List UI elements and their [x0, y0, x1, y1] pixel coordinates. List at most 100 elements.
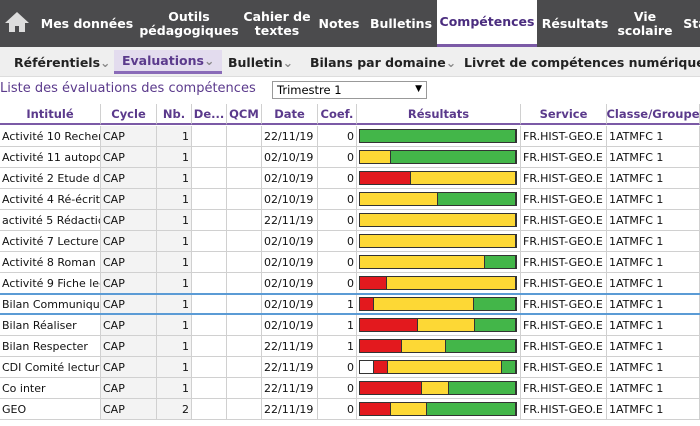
cell-title[interactable]: Activité 11 autopor [0, 147, 101, 168]
cell-empty[interactable] [227, 189, 262, 210]
cell-results[interactable] [357, 273, 521, 294]
cell-class[interactable]: 1ATMFC 1 [607, 399, 700, 420]
cell-empty[interactable] [227, 357, 262, 378]
cell-service[interactable]: FR.HIST-GEO.E [521, 126, 607, 147]
cell-date[interactable]: 22/11/19 [262, 210, 318, 231]
nav-item[interactable]: Compétences [437, 0, 537, 47]
cell-class[interactable]: 1ATMFC 1 [607, 294, 700, 315]
cell-date[interactable]: 22/11/19 [262, 126, 318, 147]
cell-nb[interactable]: 1 [157, 294, 192, 315]
cell-title[interactable]: Bilan Réaliser [0, 315, 101, 336]
cell-title[interactable]: Activité 4 Ré-écritu [0, 189, 101, 210]
cell-date[interactable]: 02/10/19 [262, 315, 318, 336]
cell-empty[interactable] [192, 315, 227, 336]
cell-coef[interactable]: 0 [318, 126, 357, 147]
cell-class[interactable]: 1ATMFC 1 [607, 273, 700, 294]
cell-nb[interactable]: 1 [157, 378, 192, 399]
cell-cycle[interactable]: CAP [101, 147, 157, 168]
cell-title[interactable]: Bilan Communiqu [0, 294, 101, 315]
cell-results[interactable] [357, 168, 521, 189]
cell-title[interactable]: Activité 8 Roman p [0, 252, 101, 273]
cell-service[interactable]: FR.HIST-GEO.E [521, 378, 607, 399]
subnav-item[interactable]: Référentiels ⌄ [6, 50, 119, 74]
subnav-item[interactable]: Bulletin ⌄ [220, 50, 301, 74]
cell-empty[interactable] [227, 294, 262, 315]
column-header[interactable]: QCM [227, 104, 262, 125]
cell-empty[interactable] [227, 210, 262, 231]
cell-empty[interactable] [192, 210, 227, 231]
cell-cycle[interactable]: CAP [101, 336, 157, 357]
cell-empty[interactable] [192, 252, 227, 273]
nav-item[interactable]: Vie scolaire [617, 8, 673, 38]
cell-date[interactable]: 22/11/19 [262, 378, 318, 399]
cell-cycle[interactable]: CAP [101, 231, 157, 252]
cell-coef[interactable]: 1 [318, 336, 357, 357]
cell-empty[interactable] [192, 147, 227, 168]
cell-service[interactable]: FR.HIST-GEO.E [521, 336, 607, 357]
cell-empty[interactable] [192, 126, 227, 147]
cell-title[interactable]: CDI Comité lectur [0, 357, 101, 378]
column-header[interactable]: Coef. [318, 104, 357, 125]
cell-cycle[interactable]: CAP [101, 399, 157, 420]
cell-class[interactable]: 1ATMFC 1 [607, 231, 700, 252]
cell-empty[interactable] [227, 315, 262, 336]
cell-empty[interactable] [227, 378, 262, 399]
cell-class[interactable]: 1ATMFC 1 [607, 147, 700, 168]
cell-coef[interactable]: 0 [318, 252, 357, 273]
column-header[interactable]: Intitulé [0, 104, 101, 125]
cell-class[interactable]: 1ATMFC 1 [607, 168, 700, 189]
cell-results[interactable] [357, 399, 521, 420]
cell-class[interactable]: 1ATMFC 1 [607, 357, 700, 378]
cell-cycle[interactable]: CAP [101, 252, 157, 273]
cell-date[interactable]: 02/10/19 [262, 189, 318, 210]
cell-title[interactable]: Bilan Respecter [0, 336, 101, 357]
cell-empty[interactable] [192, 357, 227, 378]
cell-title[interactable]: activité 5 Rédactic [0, 210, 101, 231]
cell-cycle[interactable]: CAP [101, 273, 157, 294]
cell-service[interactable]: FR.HIST-GEO.E [521, 273, 607, 294]
cell-class[interactable]: 1ATMFC 1 [607, 336, 700, 357]
column-header[interactable]: Date [262, 104, 318, 125]
cell-empty[interactable] [192, 189, 227, 210]
cell-results[interactable] [357, 126, 521, 147]
cell-nb[interactable]: 1 [157, 126, 192, 147]
cell-cycle[interactable]: CAP [101, 189, 157, 210]
nav-item[interactable]: Outils pédagogiques [139, 8, 239, 38]
cell-class[interactable]: 1ATMFC 1 [607, 189, 700, 210]
cell-empty[interactable] [192, 378, 227, 399]
period-select[interactable]: Trimestre 1 ▼ [272, 81, 427, 99]
cell-date[interactable]: 22/11/19 [262, 357, 318, 378]
cell-date[interactable]: 02/10/19 [262, 294, 318, 315]
cell-empty[interactable] [227, 336, 262, 357]
cell-results[interactable] [357, 189, 521, 210]
cell-class[interactable]: 1ATMFC 1 [607, 126, 700, 147]
cell-coef[interactable]: 0 [318, 273, 357, 294]
cell-service[interactable]: FR.HIST-GEO.E [521, 147, 607, 168]
cell-empty[interactable] [192, 399, 227, 420]
cell-nb[interactable]: 1 [157, 210, 192, 231]
cell-results[interactable] [357, 210, 521, 231]
cell-coef[interactable]: 0 [318, 210, 357, 231]
cell-date[interactable]: 22/11/19 [262, 399, 318, 420]
cell-empty[interactable] [227, 126, 262, 147]
column-header[interactable]: Résultats [357, 104, 521, 125]
cell-nb[interactable]: 1 [157, 231, 192, 252]
cell-empty[interactable] [227, 252, 262, 273]
subnav-item[interactable]: Livret de compétences numériques [456, 50, 700, 74]
cell-coef[interactable]: 0 [318, 399, 357, 420]
cell-class[interactable]: 1ATMFC 1 [607, 315, 700, 336]
subnav-item[interactable]: Bilans par domaine ⌄ [302, 50, 464, 74]
cell-nb[interactable]: 1 [157, 273, 192, 294]
cell-cycle[interactable]: CAP [101, 126, 157, 147]
cell-title[interactable]: Activité 7 Lecture : [0, 231, 101, 252]
cell-empty[interactable] [227, 231, 262, 252]
home-icon[interactable] [4, 10, 30, 34]
column-header[interactable]: De... [192, 104, 227, 125]
cell-empty[interactable] [192, 294, 227, 315]
cell-coef[interactable]: 0 [318, 189, 357, 210]
cell-nb[interactable]: 2 [157, 399, 192, 420]
cell-service[interactable]: FR.HIST-GEO.E [521, 357, 607, 378]
cell-coef[interactable]: 0 [318, 357, 357, 378]
cell-date[interactable]: 22/11/19 [262, 336, 318, 357]
cell-cycle[interactable]: CAP [101, 357, 157, 378]
